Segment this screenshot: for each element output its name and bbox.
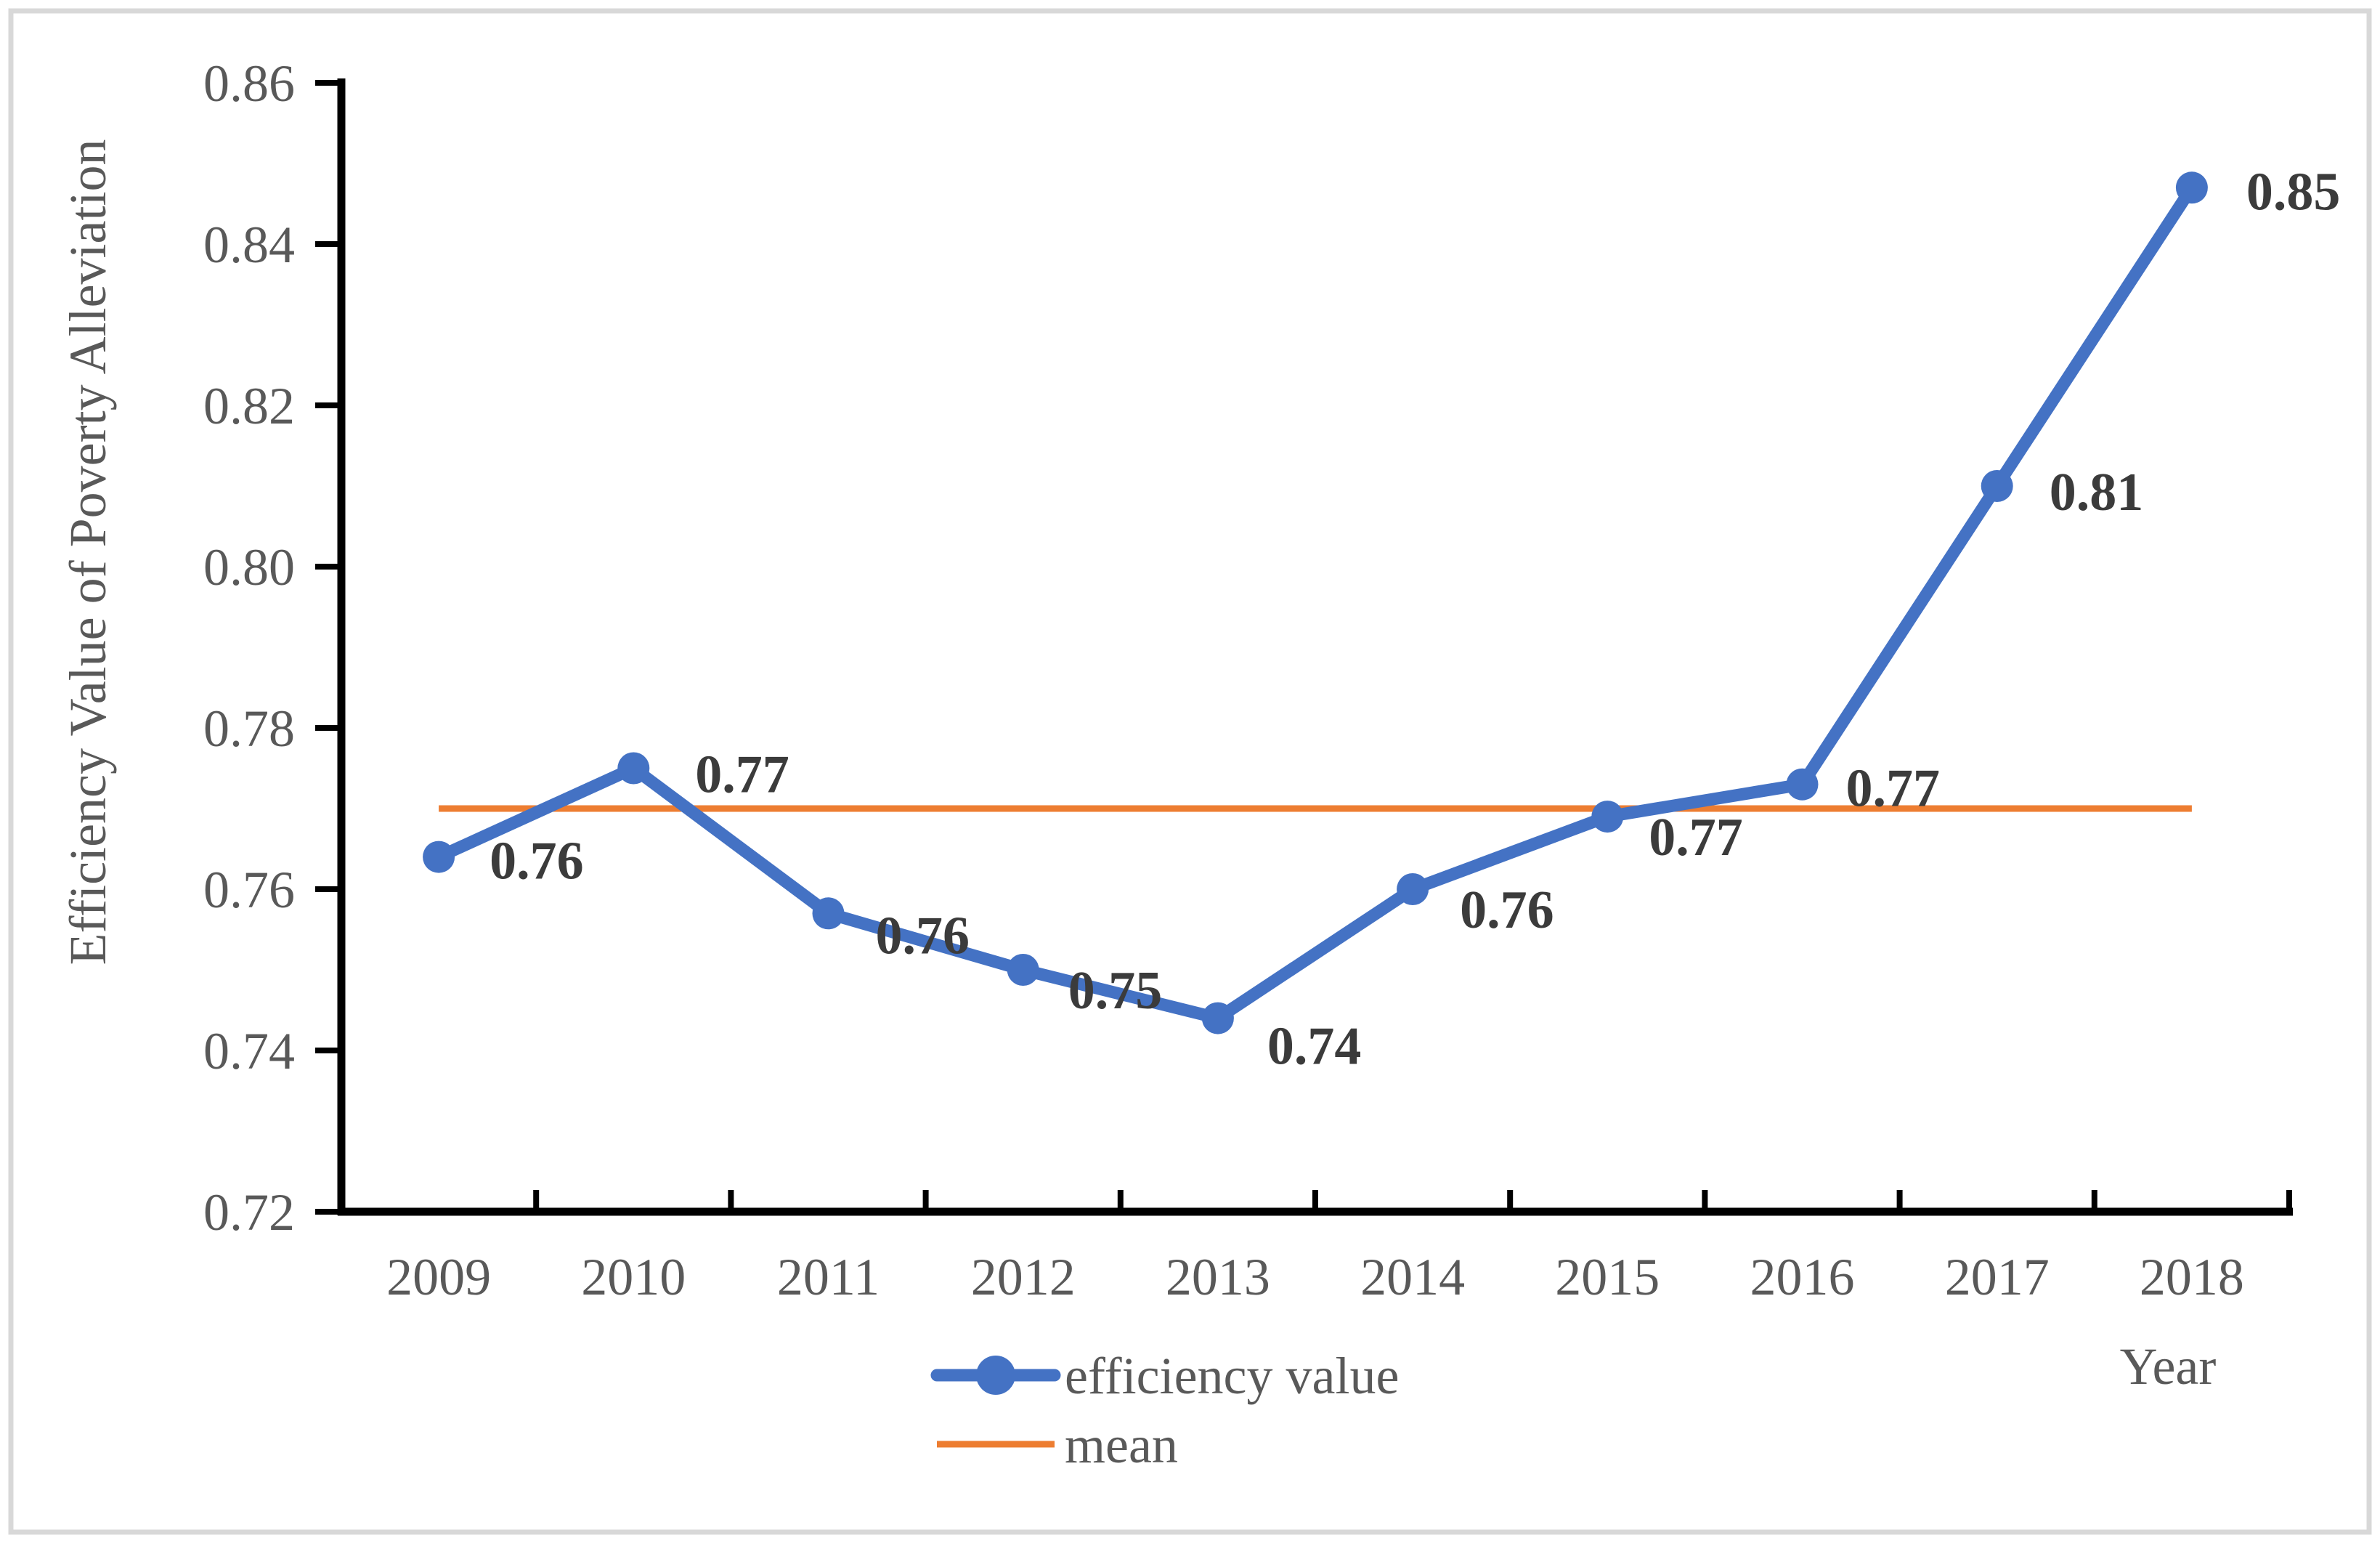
x-tick-label: 2013 [1166,1248,1270,1306]
data-point-label: 0.76 [1460,880,1554,940]
data-point-marker [2175,171,2208,204]
legend-item-mean: mean [937,1416,1178,1474]
y-axis-title: Efficiency Value of Poverty Alleviation [59,139,117,965]
legend: efficiency value mean [930,1347,1399,1474]
x-tick-label: 2015 [1555,1248,1660,1306]
data-point-label: 0.76 [490,832,584,891]
y-tick-label: 0.84 [203,216,295,274]
data-point-marker [1007,954,1039,986]
y-tick-label: 0.72 [203,1183,295,1242]
data-point-label: 0.77 [695,745,789,805]
x-tick-label: 2011 [777,1248,880,1306]
data-point-label: 0.74 [1267,1017,1362,1077]
y-tick-label: 0.74 [203,1022,295,1080]
x-tick-label: 2018 [2140,1248,2244,1306]
y-tick-label: 0.76 [203,861,295,919]
data-point-label: 0.75 [1068,961,1163,1021]
efficiency-value-line [432,181,2198,1025]
y-tick-label: 0.86 [203,54,295,113]
data-point-marker [1981,470,2013,502]
x-tick-label: 2010 [581,1248,686,1306]
data-point-label: 0.81 [2050,463,2144,522]
data-point-label: 0.77 [1846,759,1941,819]
legend-label-efficiency-value: efficiency value [1065,1347,1399,1405]
y-tick-label: 0.78 [203,700,295,758]
x-tick-label: 2009 [386,1248,491,1306]
x-tick-label: 2017 [1945,1248,2050,1306]
data-point-label: 0.77 [1649,808,1743,867]
figure-border [8,8,2372,1535]
data-point-label: 0.85 [2246,162,2341,222]
data-point-label: 0.76 [876,906,970,965]
data-point-marker [1201,1002,1234,1034]
data-point-marker [617,752,650,785]
legend-label-mean: mean [1065,1416,1178,1474]
x-tick-label: 2016 [1750,1248,1855,1306]
data-point-marker [812,897,845,930]
data-point-marker [1591,801,1624,833]
data-point-marker [1786,768,1819,801]
data-point-marker [423,841,455,873]
y-tick-label: 0.82 [203,377,295,435]
x-axis-title: Year [2120,1337,2217,1396]
plot-area: 0.72 0.74 0.76 0.78 0.80 0.82 0.84 0.86 2009 2010… [203,54,2340,1306]
y-tick-label: 0.80 [203,538,295,596]
x-tick-label: 2014 [1360,1248,1465,1306]
legend-marker-icon [976,1356,1015,1395]
x-tick-label: 2012 [971,1248,1076,1306]
data-point-marker [1397,873,1429,905]
legend-item-efficiency-value: efficiency value [930,1347,1399,1405]
